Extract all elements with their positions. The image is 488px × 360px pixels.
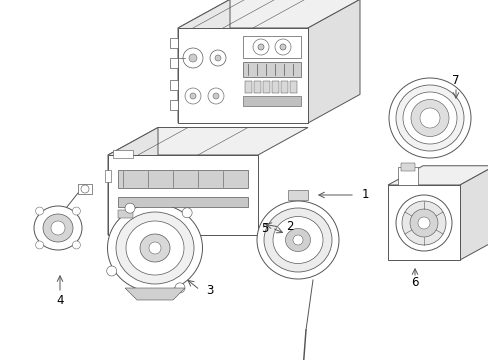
Bar [118,170,247,188]
Circle shape [106,266,117,276]
Circle shape [51,221,65,235]
Polygon shape [178,0,359,28]
Bar [243,36,301,58]
Circle shape [401,201,445,245]
Bar [113,150,133,158]
Circle shape [252,39,268,55]
Circle shape [419,108,439,128]
Polygon shape [287,190,307,200]
Bar [397,167,417,185]
Bar [263,81,269,93]
Ellipse shape [402,92,456,144]
Ellipse shape [410,99,448,136]
Bar [118,197,247,207]
Text: 7: 7 [451,73,459,86]
Ellipse shape [257,201,338,279]
Circle shape [184,88,201,104]
Text: 4: 4 [56,293,63,306]
Ellipse shape [285,229,310,252]
Circle shape [280,44,285,50]
Polygon shape [387,166,488,185]
Bar [78,184,92,194]
Ellipse shape [126,221,183,275]
Circle shape [72,207,80,215]
Polygon shape [125,288,184,300]
Circle shape [209,50,225,66]
Circle shape [81,185,89,193]
Bar [281,81,287,93]
Circle shape [149,242,161,254]
Bar [400,163,414,171]
Circle shape [190,93,196,99]
Circle shape [36,207,43,215]
Circle shape [215,55,221,61]
Bar [243,96,301,106]
Circle shape [213,93,219,99]
Bar [244,81,251,93]
Circle shape [274,39,290,55]
Ellipse shape [388,78,470,158]
Text: 1: 1 [361,189,368,202]
Bar [108,155,258,235]
Bar [170,80,178,90]
Ellipse shape [264,208,331,272]
Circle shape [175,283,184,293]
Text: 2: 2 [285,220,293,234]
Text: 6: 6 [410,276,418,289]
Ellipse shape [272,216,323,264]
Circle shape [36,241,43,249]
Ellipse shape [107,204,202,292]
Bar [387,185,459,260]
Bar [178,28,307,123]
Ellipse shape [34,206,82,250]
Ellipse shape [395,85,463,151]
Polygon shape [459,166,488,260]
Bar [118,210,133,218]
Polygon shape [108,127,307,155]
Circle shape [417,217,429,229]
Circle shape [182,208,192,218]
Circle shape [292,235,303,245]
Circle shape [395,195,451,251]
Ellipse shape [116,212,194,284]
Bar [105,170,111,182]
Bar [289,81,296,93]
Ellipse shape [140,234,170,262]
Bar [170,38,178,48]
Polygon shape [307,0,359,123]
Polygon shape [178,0,229,123]
Bar [170,58,178,68]
Circle shape [183,48,203,68]
Circle shape [72,241,80,249]
Circle shape [409,209,437,237]
Bar [170,100,178,110]
Circle shape [207,88,224,104]
Polygon shape [108,127,158,235]
Ellipse shape [43,214,73,242]
Circle shape [258,44,264,50]
Circle shape [189,54,197,62]
Bar [253,81,261,93]
Text: 3: 3 [206,284,213,297]
Bar [243,62,301,77]
Bar [271,81,279,93]
Circle shape [125,203,135,213]
Text: 5: 5 [261,221,268,234]
